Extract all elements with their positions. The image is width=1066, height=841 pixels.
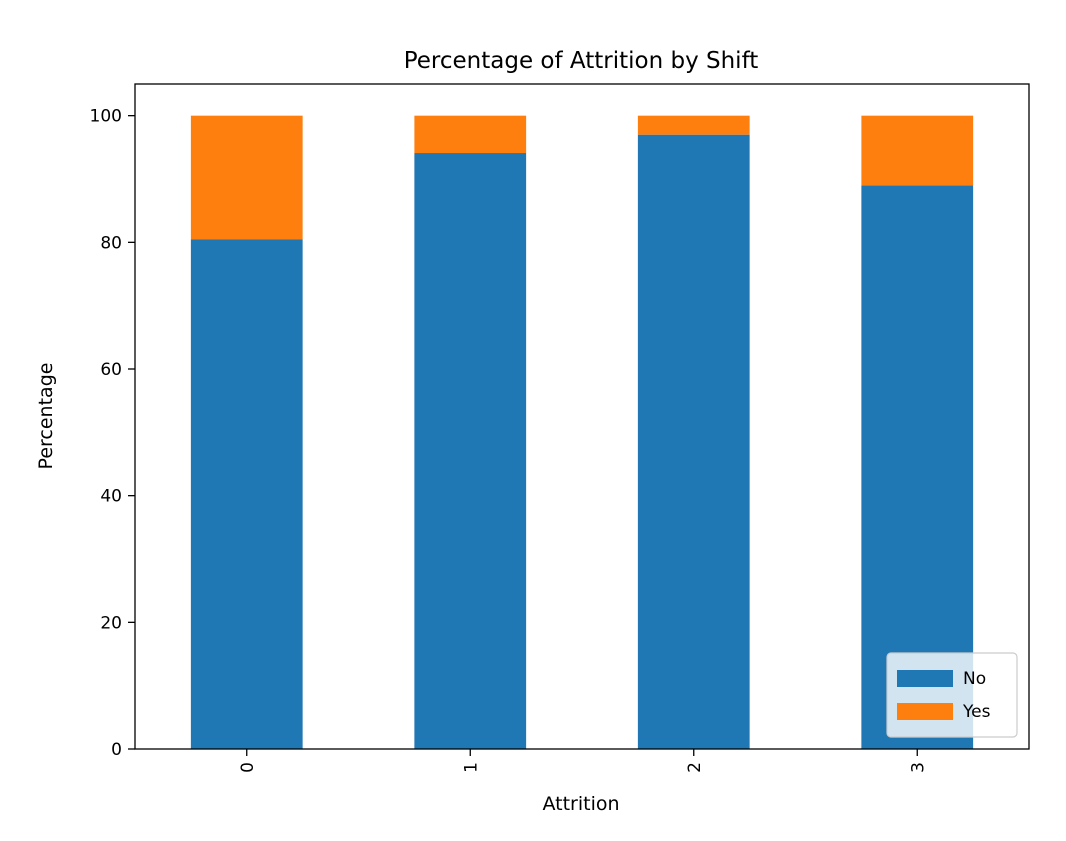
y-axis: 0 20 40 60 80 100: [90, 107, 135, 760]
x-tick-label: 0: [238, 762, 258, 773]
bar-no-2: [637, 134, 750, 750]
y-tick-label: 100: [90, 107, 122, 127]
plot-frame: [134, 83, 1030, 750]
legend-box: [886, 652, 1018, 738]
chart-title: Percentage of Attrition by Shift: [404, 48, 759, 74]
y-tick-label: 60: [100, 360, 122, 380]
x-tick-label: 2: [685, 762, 705, 773]
y-tick-label: 0: [111, 740, 122, 760]
x-tick-label: 1: [461, 762, 481, 773]
x-axis-title: Attrition: [542, 793, 619, 815]
x-axis: 0 1 2 3: [238, 749, 928, 773]
y-tick-label: 40: [100, 487, 122, 507]
y-axis-title: Percentage: [35, 363, 57, 470]
bar-no-1: [414, 153, 527, 749]
bar-yes-2: [637, 115, 750, 135]
bar-no-0: [190, 239, 303, 750]
x-tick-label: 3: [908, 762, 928, 773]
bar-yes-1: [414, 115, 527, 154]
y-tick-label: 80: [100, 233, 122, 253]
legend-label-yes: Yes: [962, 702, 991, 722]
bar-yes-0: [190, 115, 303, 240]
legend: No Yes: [886, 652, 1018, 738]
legend-swatch-yes: [897, 703, 953, 720]
legend-swatch-no: [897, 670, 953, 687]
legend-label-no: No: [963, 669, 986, 689]
y-tick-label: 20: [100, 613, 122, 633]
bars-layer: [190, 115, 974, 750]
bar-yes-3: [861, 115, 974, 186]
